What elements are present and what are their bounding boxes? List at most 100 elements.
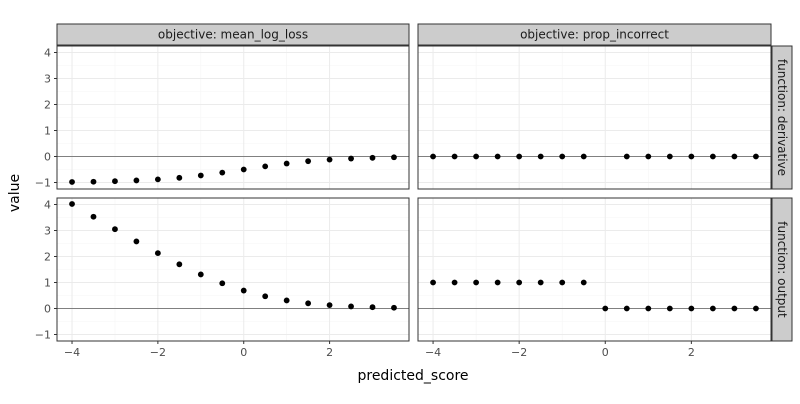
data-point [283, 160, 290, 167]
data-point [369, 304, 376, 311]
x-tick-label: 2 [688, 346, 695, 359]
data-point [645, 305, 652, 312]
data-point [154, 250, 161, 257]
data-point [69, 179, 75, 185]
data-point [430, 153, 436, 160]
data-point [537, 279, 544, 286]
y-tick-label: 4 [44, 199, 51, 212]
ticks-layer: −1 0 1 2 3 4 −1 0 1 2 3 4 −4 −2 0 2 −4 −2 0 2 [35, 47, 695, 360]
column-strip-background [56, 23, 410, 46]
data-point [537, 153, 544, 160]
data-point [516, 279, 523, 286]
row-strip-label: function: output [775, 221, 789, 318]
y-tick-label: −1 [35, 177, 51, 190]
data-point [391, 304, 397, 311]
panel-border [56, 45, 410, 190]
data-point [688, 305, 695, 312]
column-strip-background [417, 23, 772, 46]
data-point [494, 153, 501, 160]
data-point [90, 178, 97, 185]
data-point [176, 174, 183, 181]
data-point [559, 153, 566, 160]
y-axis-title: value [7, 174, 23, 212]
data-point [753, 305, 759, 312]
data-point [709, 153, 716, 160]
strips-layer: objective: mean_log_loss objective: prop_… [56, 23, 793, 342]
row-strip-background [771, 45, 793, 190]
data-point [623, 305, 630, 312]
data-point [753, 153, 759, 160]
y-tick-label: 2 [44, 99, 51, 112]
y-tick-label: 3 [44, 225, 51, 238]
x-tick-label: −2 [511, 346, 527, 359]
y-tick-label: 1 [44, 277, 51, 290]
column-strip-label: objective: mean_log_loss [158, 28, 308, 42]
data-point [197, 271, 204, 278]
x-tick-label: 0 [602, 346, 609, 359]
data-point [666, 153, 673, 160]
data-point [240, 287, 247, 294]
data-point [326, 302, 333, 309]
data-point [348, 155, 354, 162]
data-point [90, 213, 97, 220]
data-point [262, 163, 269, 170]
y-tick-label: 3 [44, 73, 51, 86]
data-point [645, 153, 652, 160]
data-point [112, 178, 118, 185]
data-point [219, 169, 226, 176]
panels-layer [56, 45, 772, 342]
data-point [69, 201, 75, 207]
y-tick-label: −1 [35, 329, 51, 342]
data-point [133, 238, 140, 245]
data-point [451, 153, 458, 160]
y-tick-label: 1 [44, 125, 51, 138]
data-point [580, 279, 587, 286]
y-tick-label: 2 [44, 251, 51, 264]
data-point [559, 279, 566, 286]
data-point [369, 154, 376, 161]
data-point [305, 158, 312, 165]
data-point [430, 279, 436, 286]
data-point [262, 293, 269, 300]
y-tick-label: 4 [44, 47, 51, 60]
x-tick-label: 0 [240, 346, 247, 359]
data-point [112, 226, 118, 233]
data-point [473, 153, 480, 160]
data-point [154, 176, 161, 183]
data-point [391, 154, 397, 161]
data-point [709, 305, 716, 312]
panel-border [417, 197, 772, 342]
data-point [602, 305, 609, 312]
data-point [494, 279, 501, 286]
data-point [176, 261, 183, 268]
data-point [451, 279, 458, 286]
data-point [197, 172, 204, 179]
data-point [580, 153, 587, 160]
panel-r1-c1 [417, 197, 772, 342]
data-point [516, 153, 523, 160]
data-point [240, 166, 247, 173]
data-point [473, 279, 480, 286]
y-tick-label: 0 [44, 151, 51, 164]
data-point [666, 305, 673, 312]
x-axis-title: predicted_score [357, 368, 468, 384]
data-point [326, 156, 333, 163]
data-point [283, 297, 290, 304]
panel-border [417, 45, 772, 190]
panel-r0-c0 [56, 45, 410, 190]
x-tick-label: −4 [425, 346, 441, 359]
x-tick-label: 2 [326, 346, 333, 359]
row-strip-label: function: derivative [775, 59, 789, 176]
data-point [623, 153, 630, 160]
row-strip-background [771, 197, 793, 342]
panel-r1-c0 [56, 197, 410, 342]
panel-r0-c1 [417, 45, 772, 190]
x-tick-label: −2 [150, 346, 166, 359]
data-point [348, 303, 354, 310]
y-tick-label: 0 [44, 303, 51, 316]
data-point [731, 305, 738, 312]
panel-border [56, 197, 410, 342]
data-point [688, 153, 695, 160]
